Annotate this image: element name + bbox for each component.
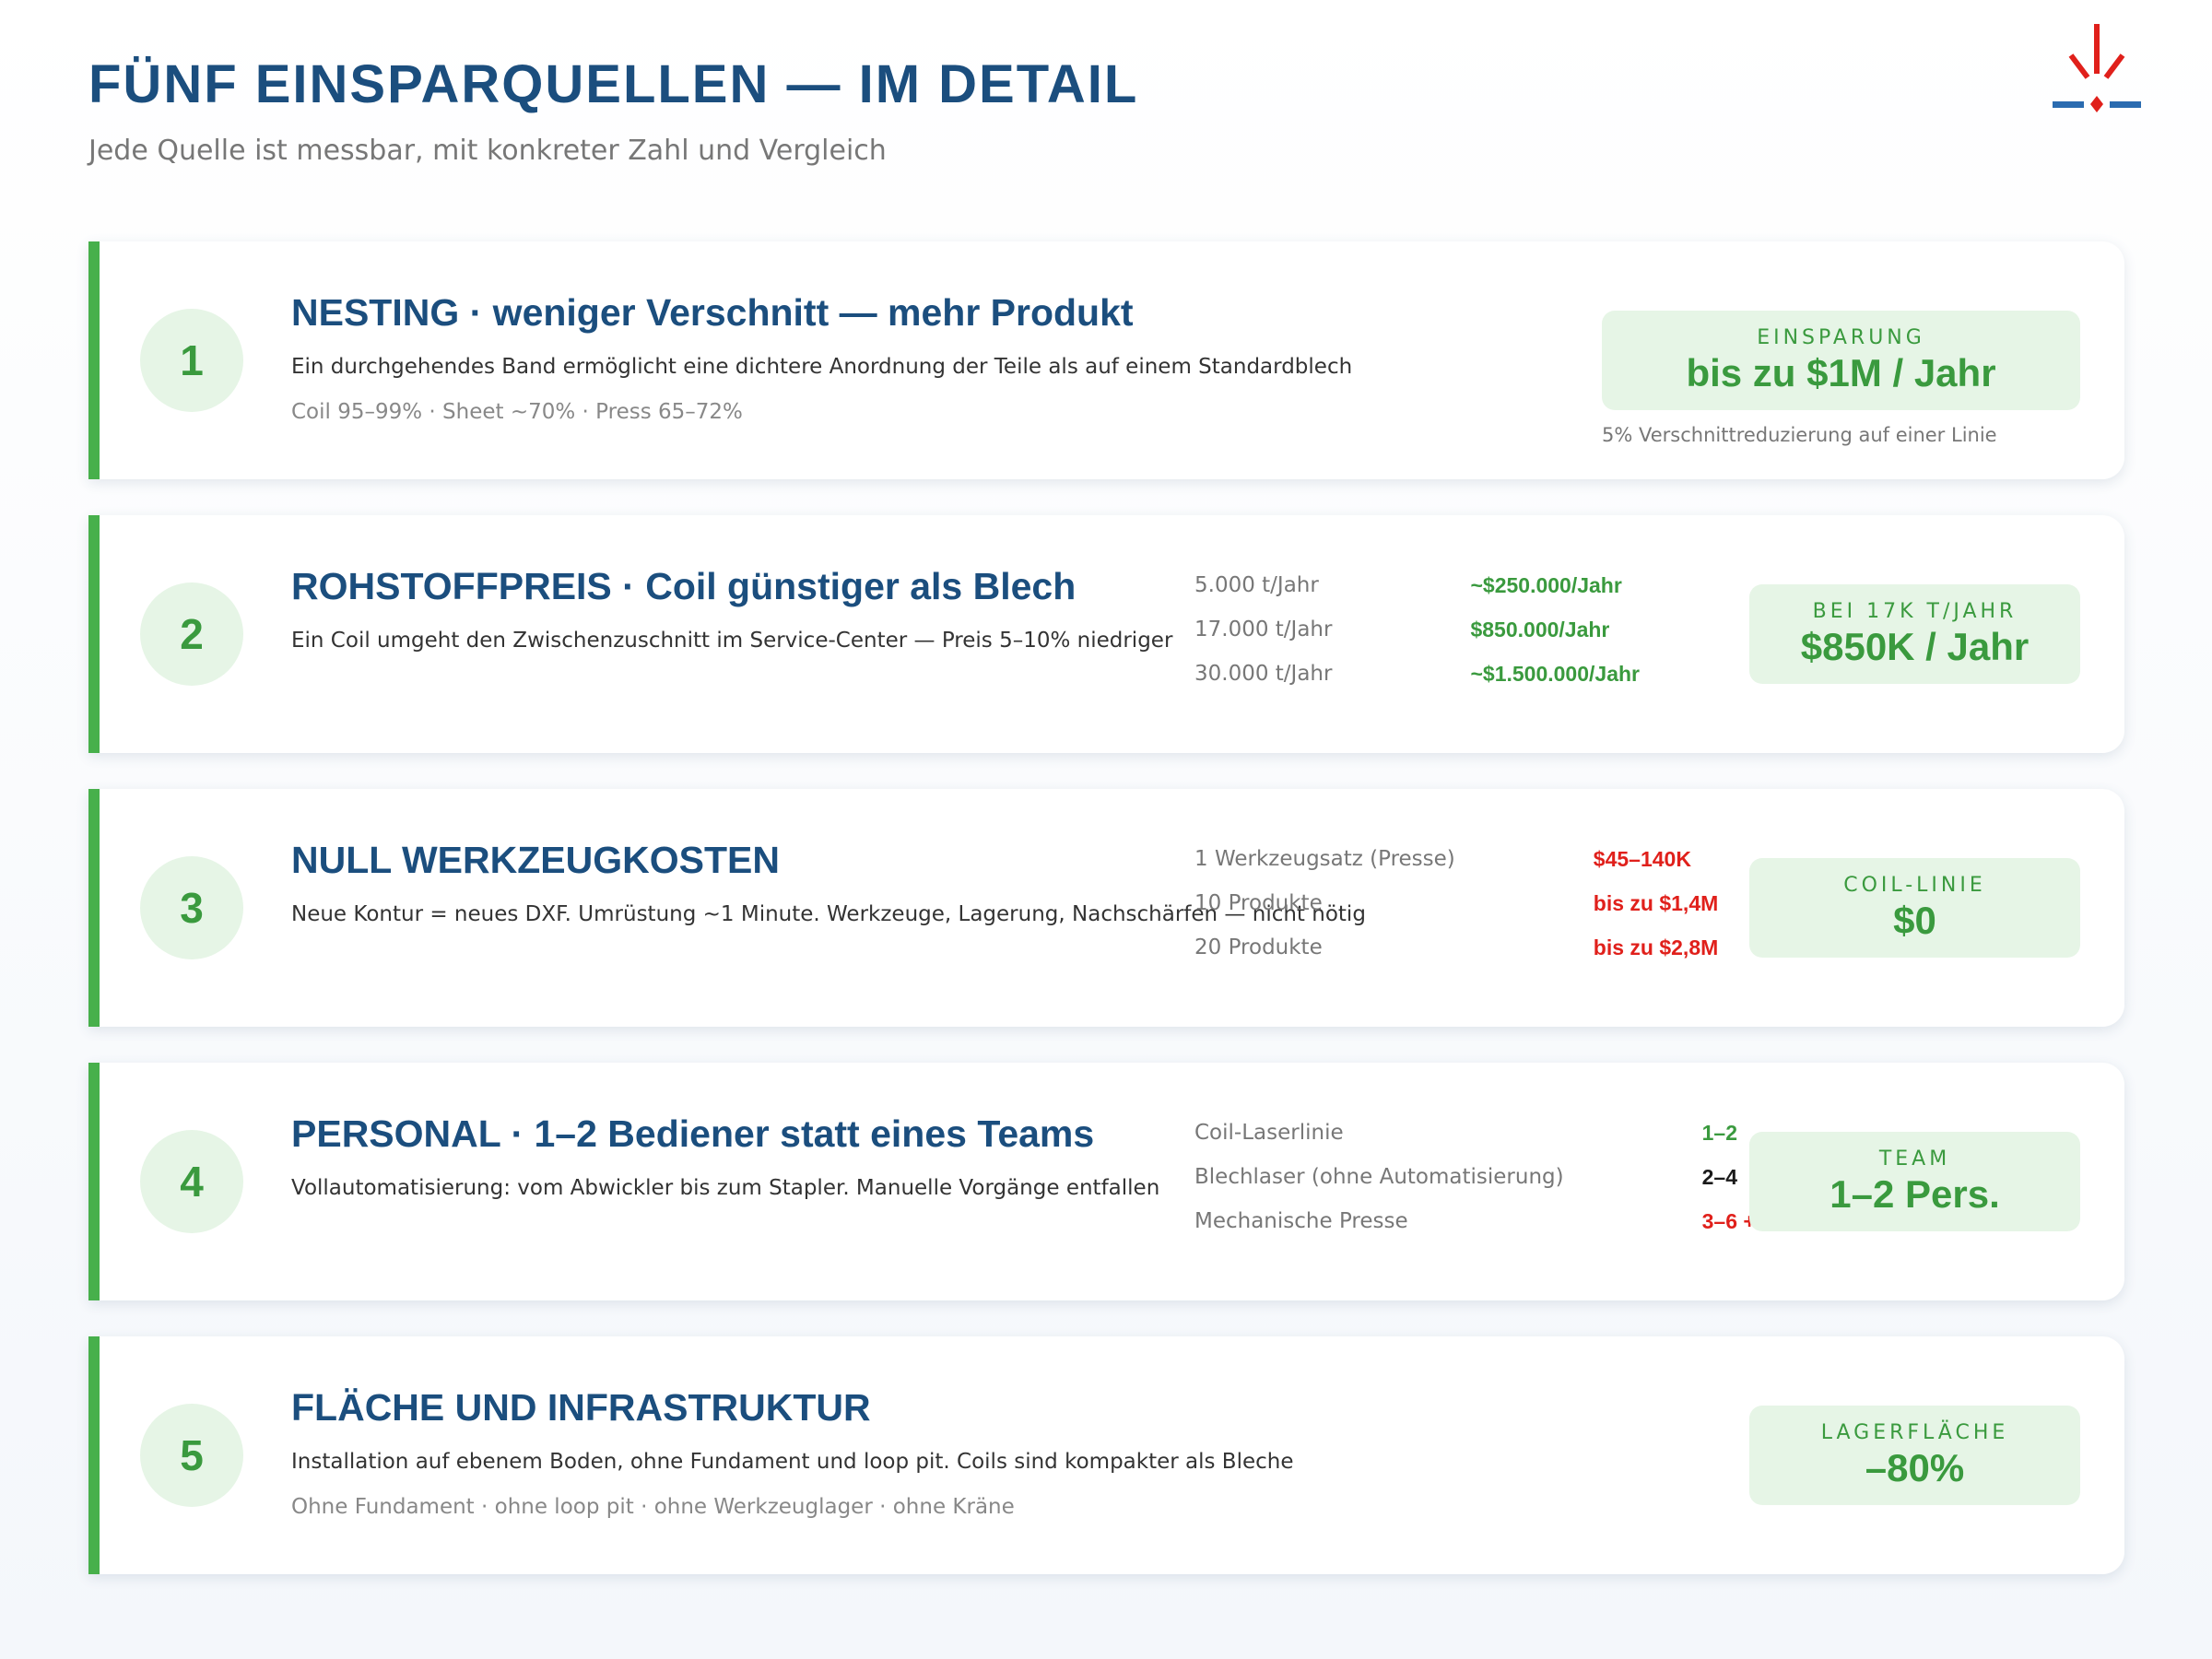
comparison-table: 1 Werkzeugsatz (Presse) $45–140K 10 Produk… (1194, 844, 1718, 962)
card-number: 5 (140, 1404, 243, 1507)
card-number: 4 (140, 1130, 243, 1233)
card-title: NULL WERKZEUGKOSTEN (291, 839, 780, 881)
row-label: 1 Werkzeugsatz (Presse) (1194, 847, 1455, 871)
subtitle: Jede Quelle ist messbar, mit konkreter Z… (88, 135, 887, 167)
row-label: 30.000 t/Jahr (1194, 662, 1333, 686)
badge-label: TEAM (1878, 1147, 1951, 1171)
row-value: $850.000/Jahr (1470, 618, 1610, 641)
badge-value: –80% (1865, 1445, 1965, 1489)
row-label: Mechanische Presse (1194, 1209, 1408, 1233)
title: FÜNF EINSPARQUELLEN — IM DETAIL (88, 54, 1139, 114)
badge-label: LAGERFLÄCHE (1820, 1420, 2009, 1444)
badge-value: 1–2 Pers. (1830, 1171, 2000, 1216)
card-title: ROHSTOFFPREIS · Coil günstiger als Blech (291, 565, 1077, 607)
badge-note: 5% Verschnittreduzierung auf einer Linie (1602, 424, 1997, 446)
card-description: Vollautomatisierung: vom Abwickler bis z… (291, 1176, 1160, 1200)
row-label: 10 Produkte (1194, 891, 1323, 915)
logo (2053, 24, 2141, 112)
card-list: 1 NESTING · weniger Verschnitt — mehr Pro… (88, 241, 2124, 1574)
row-value: 2–4 (1701, 1165, 1737, 1189)
card-description: Ein Coil umgeht den Zwischenzuschnitt im… (291, 629, 1173, 653)
card-description: Ein durchgehendes Band ermöglicht eine d… (291, 355, 1353, 379)
row-label: Blechlaser (ohne Automatisierung) (1194, 1165, 1564, 1189)
badge-value: $850K / Jahr (1800, 624, 2030, 668)
card-number: 2 (140, 582, 243, 686)
savings-badge: COIL-LINIE $0 (1749, 858, 2080, 958)
row-value: 1–2 (1701, 1121, 1737, 1145)
savings-badge: EINSPARUNG bis zu $1M / Jahr (1602, 311, 2080, 410)
row-label: 17.000 t/Jahr (1194, 618, 1333, 641)
savings-badge: BEI 17K T/JAHR $850K / Jahr (1749, 584, 2080, 684)
badge-value: $0 (1893, 898, 1936, 942)
badge-label: EINSPARUNG (1757, 325, 1925, 349)
savings-badge: LAGERFLÄCHE –80% (1749, 1406, 2080, 1505)
comparison-table: 5.000 t/Jahr ~$250.000/Jahr 17.000 t/Jahr $… (1194, 571, 1640, 688)
card-description: Neue Kontur = neues DXF. Umrüstung ~1 Mi… (291, 902, 1366, 926)
row-value: $45–140K (1593, 847, 1691, 871)
savings-card: 2 ROHSTOFFPREIS · Coil günstiger als Blec… (88, 515, 2124, 753)
badge-value: bis zu $1M / Jahr (1686, 350, 1996, 394)
savings-badge: TEAM 1–2 Pers. (1749, 1132, 2080, 1231)
row-value: bis zu $2,8M (1593, 935, 1719, 959)
row-value: ~$250.000/Jahr (1470, 573, 1622, 597)
badge-label: BEI 17K T/JAHR (1812, 599, 2018, 623)
savings-card: 3 NULL WERKZEUGKOSTEN Neue Kontur = neues … (88, 789, 2124, 1027)
row-value: ~$1.500.000/Jahr (1470, 662, 1640, 686)
savings-card: 5 FLÄCHE UND INFRASTRUKTUR Installation au… (88, 1336, 2124, 1574)
card-number: 3 (140, 856, 243, 959)
row-value: bis zu $1,4M (1593, 891, 1719, 915)
card-description: Installation auf ebenem Boden, ohne Fund… (291, 1450, 1294, 1474)
row-label: 5.000 t/Jahr (1194, 573, 1319, 597)
row-label: Coil-Laserlinie (1194, 1121, 1344, 1145)
card-details: Coil 95–99% · Sheet ~70% · Press 65–72% (291, 400, 743, 424)
card-title: NESTING · weniger Verschnitt — mehr Prod… (291, 291, 1134, 334)
card-details: Ohne Fundament · ohne loop pit · ohne We… (291, 1495, 1015, 1519)
card-title: FLÄCHE UND INFRASTRUKTUR (291, 1386, 871, 1429)
card-title: PERSONAL · 1–2 Bediener statt eines Team… (291, 1112, 1095, 1155)
row-label: 20 Produkte (1194, 935, 1323, 959)
card-number: 1 (140, 309, 243, 412)
savings-card: 4 PERSONAL · 1–2 Bediener statt eines Tea… (88, 1063, 2124, 1300)
savings-card: 1 NESTING · weniger Verschnitt — mehr Pro… (88, 241, 2124, 479)
badge-label: COIL-LINIE (1843, 873, 1986, 897)
